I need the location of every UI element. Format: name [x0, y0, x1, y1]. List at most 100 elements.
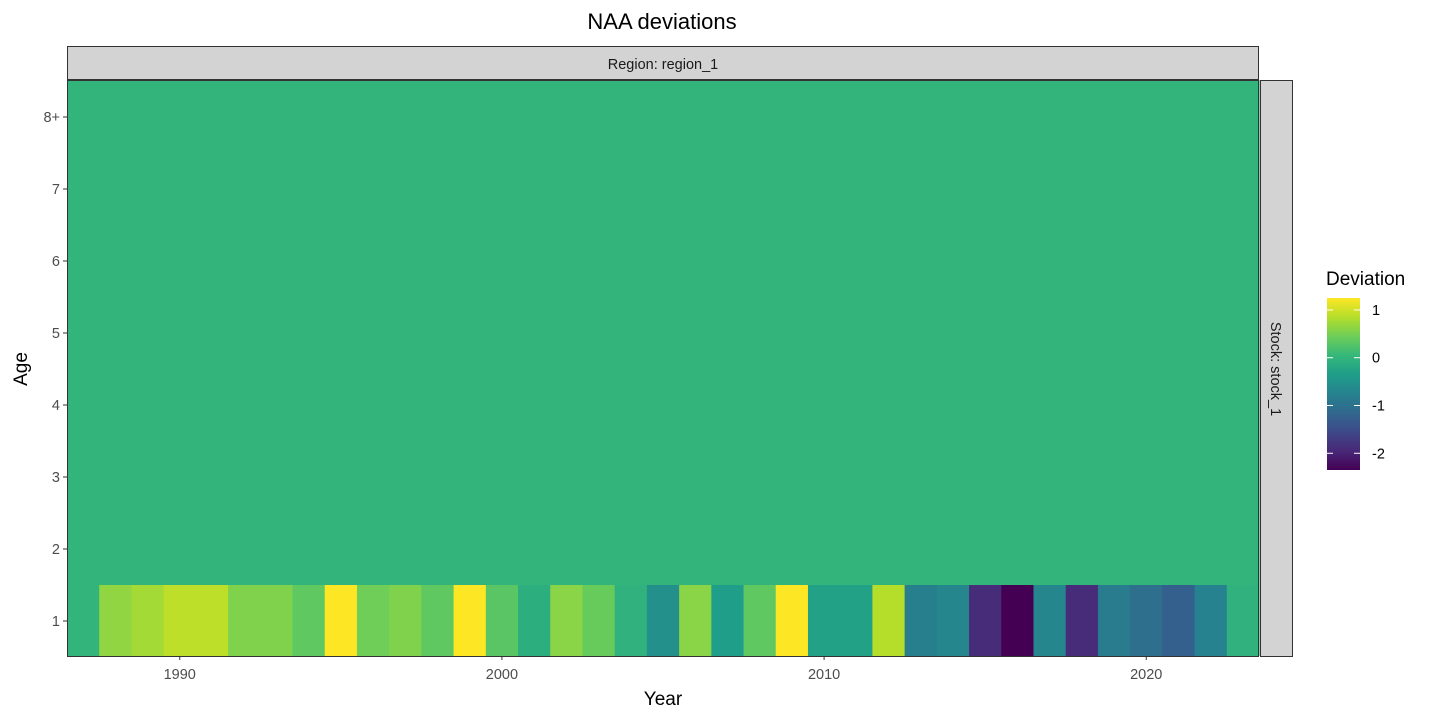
legend-tick-label: -1: [1372, 399, 1385, 415]
heatmap-cell-age1: [550, 585, 584, 656]
heatmap-cell: [872, 513, 906, 586]
heatmap-cell: [485, 297, 519, 370]
heatmap-cell: [99, 153, 133, 226]
heatmap-cell: [131, 225, 165, 298]
heatmap-cell: [679, 297, 712, 370]
heatmap-cell: [1097, 369, 1131, 442]
heatmap-cell: [389, 225, 422, 298]
heatmap-cell: [1097, 225, 1131, 298]
heatmap-cell: [904, 297, 938, 370]
heatmap-cell: [904, 513, 938, 586]
heatmap-cell-age1: [228, 585, 261, 656]
heatmap-cell: [163, 297, 197, 370]
heatmap-cell: [485, 441, 519, 514]
heatmap-cell: [518, 297, 551, 370]
heatmap-cell: [775, 513, 809, 586]
heatmap-cell: [775, 441, 809, 514]
heatmap-cell: [582, 80, 616, 154]
heatmap-cell-age1: [389, 585, 422, 656]
heatmap-cell: [163, 80, 197, 154]
heatmap-cell: [743, 513, 777, 586]
heatmap-cell: [743, 297, 777, 370]
heatmap-cell: [131, 80, 165, 154]
heatmap-cell: [389, 297, 422, 370]
heatmap-cell: [1226, 80, 1260, 154]
heatmap-cell: [1033, 297, 1067, 370]
y-axis-title: Age: [11, 352, 32, 386]
heatmap-cell: [936, 297, 970, 370]
x-tick-label: 2020: [1130, 667, 1162, 683]
heatmap-cell: [1130, 225, 1163, 298]
heatmap-cell: [1065, 513, 1099, 586]
heatmap-cell: [99, 225, 133, 298]
heatmap-cell: [67, 441, 100, 514]
heatmap-cell: [936, 80, 970, 154]
heatmap-cell: [389, 153, 422, 226]
heatmap-cell-age1: [324, 585, 358, 656]
right-facet-strip: Stock: stock_1: [1260, 80, 1293, 657]
heatmap-cell: [1097, 153, 1131, 226]
heatmap-cell: [775, 369, 809, 442]
heatmap-cell: [904, 80, 938, 154]
heatmap-cell: [324, 513, 358, 586]
heatmap-cell: [1130, 441, 1163, 514]
heatmap-cell: [1226, 513, 1260, 586]
heatmap-cell: [1033, 153, 1067, 226]
heatmap-cell: [646, 225, 680, 298]
legend-colorbar: [1327, 298, 1360, 470]
heatmap-cell: [324, 80, 358, 154]
heatmap-cell: [1194, 441, 1228, 514]
heatmap-cell: [1065, 297, 1099, 370]
heatmap-cell: [969, 297, 1002, 370]
heatmap-cell: [518, 513, 551, 586]
heatmap-cell-age1: [1065, 585, 1099, 656]
heatmap-cell-age1: [260, 585, 294, 656]
heatmap-cell: [163, 369, 197, 442]
heatmap-cell: [1033, 80, 1067, 154]
heatmap-cell: [1194, 513, 1228, 586]
heatmap-cell-age1: [1001, 585, 1035, 656]
y-tick-label: 3: [52, 470, 60, 486]
heatmap-cell-age1: [679, 585, 712, 656]
heatmap-cell: [775, 297, 809, 370]
heatmap-cell: [969, 441, 1002, 514]
heatmap-cell: [131, 297, 165, 370]
heatmap-cell: [550, 441, 584, 514]
heatmap-cell: [711, 297, 745, 370]
heatmap-cell: [840, 441, 874, 514]
heatmap-cell: [807, 513, 841, 586]
heatmap-cell: [195, 369, 229, 442]
heatmap-cell: [356, 80, 390, 154]
heatmap-cell: [840, 513, 874, 586]
heatmap-cell: [260, 513, 294, 586]
y-tick-label: 1: [52, 614, 60, 630]
heatmap-cell: [324, 369, 358, 442]
heatmap-cell-age1: [614, 585, 648, 656]
heatmap-cell: [614, 297, 648, 370]
heatmap-cell: [99, 369, 133, 442]
heatmap-cell: [936, 225, 970, 298]
heatmap-cell: [1226, 225, 1260, 298]
heatmap-cell: [969, 80, 1002, 154]
heatmap-cell: [1001, 225, 1035, 298]
heatmap-cell: [679, 225, 712, 298]
y-tick-label: 5: [52, 326, 60, 342]
heatmap-cell: [904, 441, 938, 514]
heatmap-cell: [679, 513, 712, 586]
heatmap-cell: [807, 80, 841, 154]
heatmap-cell: [99, 80, 133, 154]
heatmap-cell: [228, 225, 261, 298]
heatmap-cell: [1001, 80, 1035, 154]
heatmap-cell: [872, 297, 906, 370]
heatmap-cell: [228, 153, 261, 226]
heatmap-cell: [1001, 297, 1035, 370]
heatmap-cell: [1033, 225, 1067, 298]
heatmap-cell: [260, 297, 294, 370]
heatmap-cell: [518, 441, 551, 514]
heatmap-cell: [67, 153, 100, 226]
heatmap-cell: [711, 513, 745, 586]
heatmap-cell: [131, 153, 165, 226]
heatmap-cell: [389, 513, 422, 586]
heatmap-cell: [711, 225, 745, 298]
legend-tick-label: 1: [1372, 303, 1380, 319]
